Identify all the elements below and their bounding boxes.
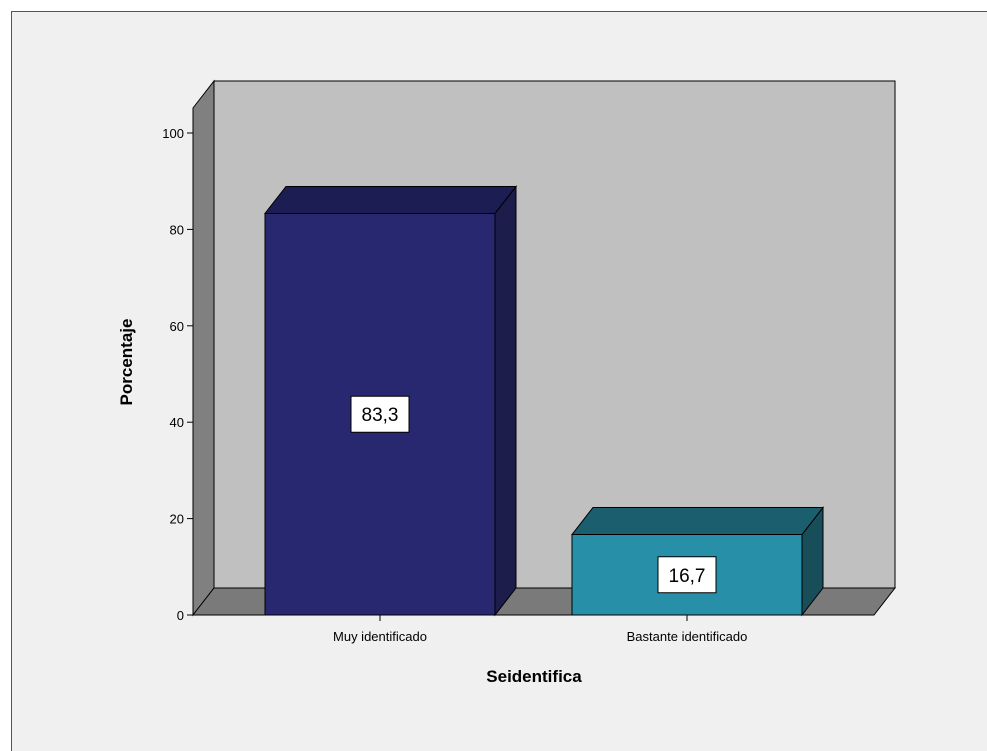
data-label: 83,3 xyxy=(362,405,399,426)
x-tick-label: Muy identificado xyxy=(333,629,427,644)
bar-top xyxy=(570,507,825,536)
y-tick-label: 60 xyxy=(170,319,184,334)
y-tick-label: 0 xyxy=(177,608,184,623)
y-tick-label: 100 xyxy=(162,126,184,141)
bar: 83,3 xyxy=(263,185,518,617)
x-axis-title: Seidentifica xyxy=(486,667,582,686)
y-tick-label: 20 xyxy=(170,512,184,527)
y-axis-title: Porcentaje xyxy=(117,319,136,406)
bar-side xyxy=(494,185,517,617)
data-label-box xyxy=(350,395,410,433)
bar: 16,7 xyxy=(570,506,825,617)
data-label-box xyxy=(657,556,717,594)
bar-top xyxy=(263,185,518,214)
y-tick-label: 80 xyxy=(170,222,184,237)
data-label: 16,7 xyxy=(669,566,706,587)
y-tick-label: 40 xyxy=(170,415,184,430)
x-tick-label: Bastante identificado xyxy=(627,629,748,644)
side-wall xyxy=(192,79,215,617)
